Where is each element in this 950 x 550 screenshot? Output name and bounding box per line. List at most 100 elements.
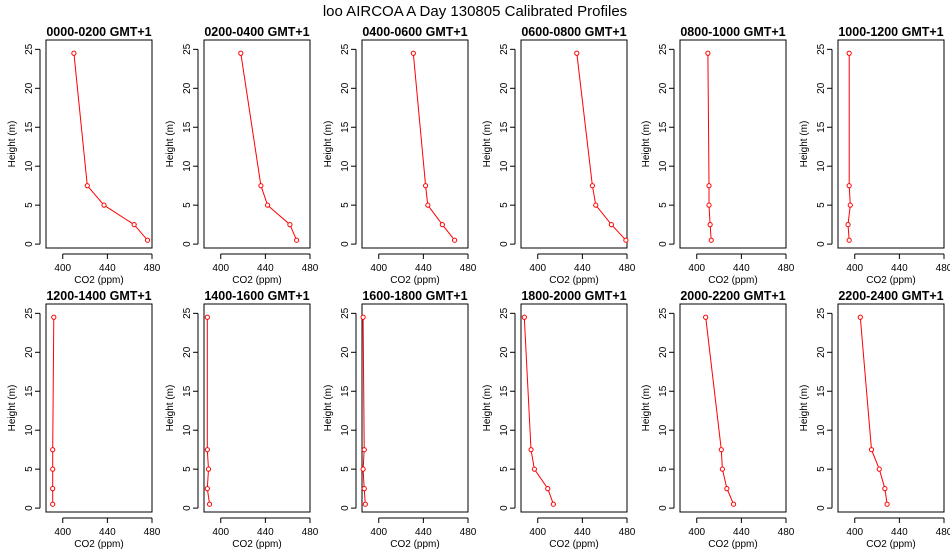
x-axis: 400 440 480 CO2 (ppm) [846, 517, 950, 550]
x-axis: 400 440 480 CO2 (ppm) [212, 517, 319, 550]
data-point [360, 466, 366, 472]
plot-frame [45, 303, 153, 513]
y-tick-label: 10 [24, 424, 35, 436]
y-tick-label: 20 [340, 346, 351, 358]
profile-panel: 1600-1800 GMT+1 0 5 10 15 20 25 Height (m) 400 44… [323, 289, 477, 550]
profile-panel: 2000-2200 GMT+1 0 5 10 15 20 25 Height (m) 400 44… [641, 289, 795, 550]
plot-frame [203, 39, 311, 249]
profile-panel: 1200-1400 GMT+1 0 5 10 15 20 25 Height (m) 400 44… [7, 289, 161, 550]
y-axis-label: Height (m) [641, 385, 652, 432]
data-point [84, 183, 90, 189]
y-axis-label: Height (m) [7, 121, 18, 168]
x-tick-label: 400 [688, 527, 705, 538]
y-tick-label: 25 [340, 307, 351, 319]
panels-group: 0000-0200 GMT+1 0 5 10 15 20 25 Height (m) 400 44… [7, 25, 950, 550]
y-axis: 0 5 10 15 20 25 Height (m) [7, 307, 41, 511]
data-point [410, 50, 416, 56]
data-point [730, 501, 737, 507]
y-tick-label: 25 [816, 307, 827, 319]
x-axis: 400 440 480 CO2 (ppm) [370, 253, 477, 286]
y-tick-label: 15 [24, 385, 35, 397]
y-axis-label: Height (m) [165, 121, 176, 168]
profile-panel: 0800-1000 GMT+1 0 5 10 15 20 25 Height (m) 400 44… [641, 25, 795, 286]
data-point [51, 314, 57, 320]
y-axis: 0 5 10 15 20 25 Height (m) [641, 307, 675, 511]
x-tick-label: 480 [460, 263, 477, 274]
y-axis-label: Height (m) [799, 385, 810, 432]
y-tick-label: 20 [24, 346, 35, 358]
x-tick-label: 480 [460, 527, 477, 538]
y-tick-label: 10 [816, 424, 827, 436]
panel-title: 0400-0600 GMT+1 [362, 25, 467, 39]
x-tick-label: 400 [529, 527, 546, 538]
data-point [425, 202, 431, 208]
y-axis: 0 5 10 15 20 25 Height (m) [7, 43, 41, 247]
y-axis: 0 5 10 15 20 25 Height (m) [165, 307, 199, 511]
y-tick-label: 25 [340, 43, 351, 55]
x-axis: 400 440 480 CO2 (ppm) [529, 253, 636, 286]
y-axis-label: Height (m) [323, 121, 334, 168]
y-tick-label: 0 [499, 241, 510, 247]
y-axis-label: Height (m) [323, 385, 334, 432]
x-tick-label: 440 [415, 527, 432, 538]
data-point [258, 183, 264, 189]
data-point [706, 183, 712, 189]
plot-frame [837, 303, 945, 513]
data-point [71, 50, 77, 56]
data-point [204, 447, 210, 453]
data-point [719, 466, 726, 472]
y-tick-label: 15 [816, 121, 827, 133]
panel-title: 1000-1200 GMT+1 [838, 25, 943, 39]
data-point [707, 222, 713, 228]
data-point [205, 466, 212, 472]
panel-title: 1800-2000 GMT+1 [521, 289, 626, 303]
y-tick-label: 20 [816, 82, 827, 94]
data-point [361, 447, 367, 453]
y-tick-label: 20 [340, 82, 351, 94]
x-tick-label: 400 [846, 527, 863, 538]
data-point [847, 202, 853, 208]
y-axis-label: Height (m) [482, 121, 493, 168]
x-tick-label: 400 [846, 263, 863, 274]
x-tick-label: 400 [370, 527, 387, 538]
x-tick-label: 440 [891, 527, 908, 538]
data-point [574, 50, 580, 56]
y-tick-label: 20 [816, 346, 827, 358]
x-axis-label: CO2 (ppm) [390, 539, 439, 550]
data-point [521, 314, 527, 320]
y-tick-label: 25 [24, 307, 35, 319]
plot-frame [679, 303, 787, 513]
panel-title: 0200-0400 GMT+1 [204, 25, 309, 39]
y-tick-label: 10 [658, 160, 669, 172]
plot-frame [520, 303, 628, 513]
x-tick-label: 400 [212, 527, 229, 538]
y-tick-label: 10 [499, 160, 510, 172]
panel-title: 1400-1600 GMT+1 [204, 289, 309, 303]
y-tick-label: 25 [658, 43, 669, 55]
y-tick-label: 0 [182, 505, 193, 511]
x-axis: 400 440 480 CO2 (ppm) [370, 517, 477, 550]
y-tick-label: 5 [499, 466, 510, 472]
data-point [131, 222, 137, 228]
y-tick-label: 0 [816, 241, 827, 247]
plot-frame [520, 39, 628, 249]
y-axis: 0 5 10 15 20 25 Height (m) [799, 43, 833, 247]
profile-line [412, 53, 455, 241]
data-point [868, 447, 875, 453]
x-tick-label: 440 [574, 263, 591, 274]
data-point [528, 447, 534, 453]
profile-line [52, 317, 55, 505]
profile-line [523, 317, 554, 505]
y-tick-label: 25 [499, 307, 510, 319]
y-tick-label: 25 [182, 43, 193, 55]
x-tick-label: 480 [302, 527, 319, 538]
profile-line [859, 317, 888, 505]
y-tick-label: 10 [340, 160, 351, 172]
y-tick-label: 0 [499, 505, 510, 511]
x-tick-label: 480 [778, 527, 795, 538]
y-tick-label: 10 [24, 160, 35, 172]
y-tick-label: 5 [340, 466, 351, 472]
x-tick-label: 400 [529, 263, 546, 274]
y-tick-label: 10 [182, 160, 193, 172]
